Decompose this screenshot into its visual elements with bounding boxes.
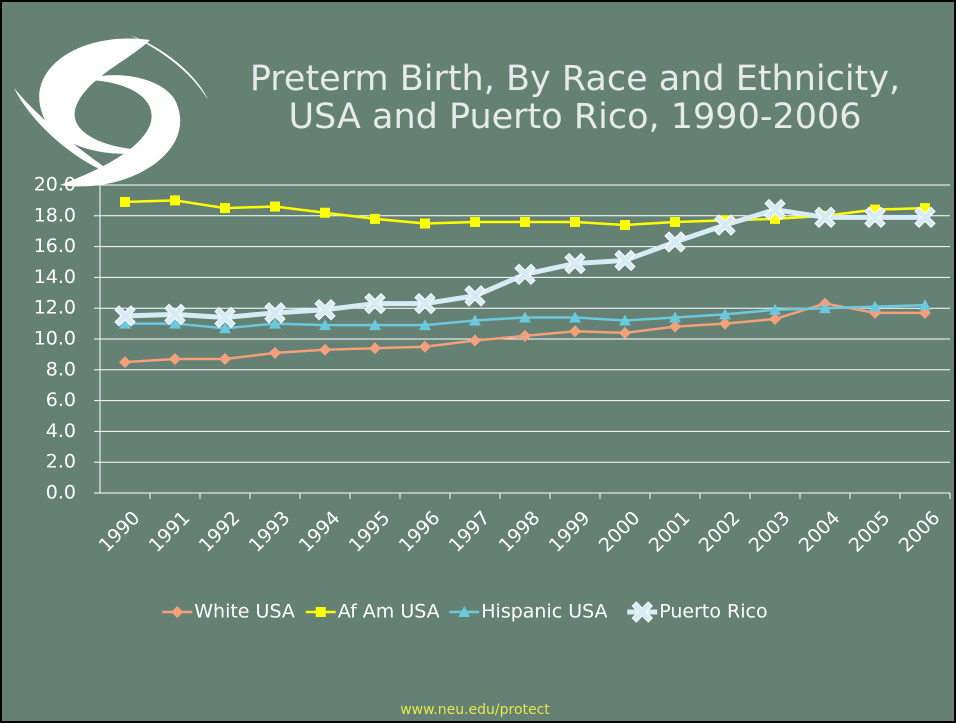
y-tick-label: 18.0 <box>34 204 76 226</box>
marker <box>664 231 686 253</box>
marker <box>169 353 181 366</box>
legend-label: Hispanic USA <box>481 601 607 623</box>
chart-title: USA and Puerto Rico, 1990-2006 <box>288 97 861 137</box>
marker <box>619 326 631 339</box>
marker <box>619 314 631 326</box>
legend-entry: White USA <box>162 601 295 623</box>
y-tick-label: 2.0 <box>46 451 76 473</box>
marker <box>770 213 780 224</box>
legend-label: White USA <box>194 601 295 623</box>
marker <box>469 334 481 347</box>
marker <box>869 300 881 312</box>
legend-label: Puerto Rico <box>659 601 767 623</box>
marker <box>569 325 581 338</box>
marker <box>769 312 781 325</box>
marker <box>458 606 471 617</box>
marker <box>814 206 836 229</box>
marker <box>164 303 186 326</box>
marker <box>171 606 184 618</box>
marker <box>369 319 381 331</box>
marker <box>119 317 131 329</box>
marker <box>114 305 136 327</box>
marker <box>419 319 431 331</box>
marker <box>414 292 436 315</box>
marker <box>420 218 430 229</box>
marker <box>315 607 326 617</box>
marker <box>764 198 786 221</box>
marker <box>520 216 530 227</box>
marker <box>219 353 231 366</box>
series <box>114 198 936 329</box>
legend-entry: Hispanic USA <box>449 601 608 623</box>
marker <box>669 320 681 333</box>
marker <box>670 216 680 227</box>
marker <box>669 311 681 323</box>
marker <box>519 311 531 323</box>
marker <box>214 306 236 329</box>
y-tick-label: 10.0 <box>34 328 76 350</box>
chart-title: Preterm Birth, By Race and Ethnicity, <box>250 59 900 99</box>
marker <box>620 220 630 231</box>
marker <box>320 207 330 218</box>
marker <box>169 317 181 329</box>
marker <box>870 204 880 215</box>
marker <box>920 203 930 214</box>
legend-entry: Af Am USA <box>305 601 440 623</box>
y-tick-label: 0.0 <box>46 482 76 504</box>
marker <box>369 342 381 355</box>
marker <box>220 203 230 214</box>
marker <box>631 601 653 623</box>
marker <box>469 314 481 326</box>
y-tick-label: 12.0 <box>34 297 76 319</box>
marker <box>419 340 431 353</box>
marker <box>319 343 331 356</box>
marker <box>819 302 831 314</box>
source: www.neu.edu/protect <box>400 702 550 718</box>
marker <box>314 299 336 321</box>
series <box>119 299 931 334</box>
marker <box>264 302 286 324</box>
legend-label: Af Am USA <box>338 601 440 623</box>
marker <box>269 317 281 329</box>
marker <box>514 263 536 286</box>
marker <box>120 196 130 207</box>
marker <box>714 214 736 236</box>
marker <box>864 206 886 229</box>
marker <box>719 317 731 330</box>
marker <box>119 356 131 369</box>
y-tick-label: 14.0 <box>34 266 76 288</box>
y-tick-label: 6.0 <box>46 389 76 411</box>
marker <box>319 319 331 331</box>
marker <box>170 195 180 206</box>
marker <box>219 322 231 334</box>
marker <box>470 216 480 227</box>
marker <box>519 329 531 342</box>
legend-entry: Puerto Rico <box>627 601 768 623</box>
y-tick-label: 20.0 <box>34 174 76 196</box>
y-tick-label: 4.0 <box>46 420 76 442</box>
marker <box>719 308 731 320</box>
marker <box>919 299 931 311</box>
y-tick-label: 16.0 <box>34 235 76 257</box>
marker <box>769 303 781 315</box>
marker <box>464 285 486 307</box>
marker <box>270 201 280 212</box>
marker <box>364 292 386 315</box>
series <box>119 297 931 369</box>
logo <box>14 35 208 187</box>
marker <box>564 252 586 275</box>
marker <box>569 311 581 323</box>
marker <box>269 346 281 359</box>
marker <box>570 216 580 227</box>
y-tick-label: 8.0 <box>46 358 76 380</box>
marker <box>614 249 636 272</box>
marker <box>914 206 936 229</box>
marker <box>370 213 380 224</box>
